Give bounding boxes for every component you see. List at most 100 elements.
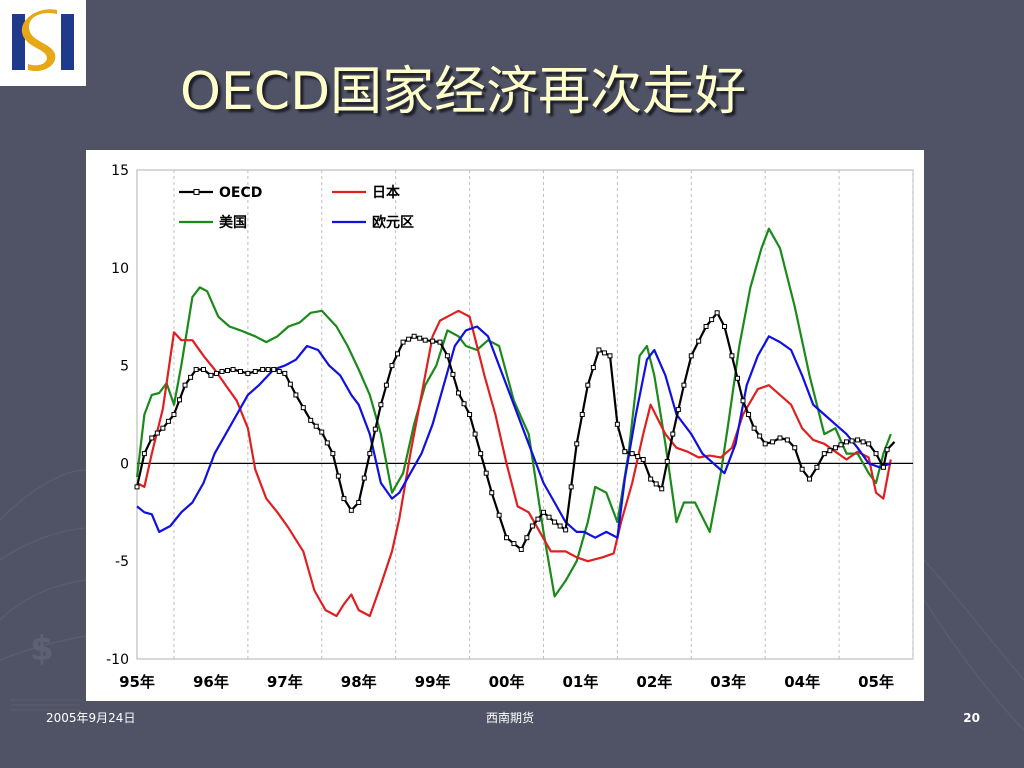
oecd-marker: [450, 371, 456, 377]
oecd-marker: [271, 367, 277, 373]
oecd-marker: [287, 381, 293, 387]
oecd-marker: [590, 365, 596, 371]
oecd-marker: [276, 368, 282, 374]
oecd-marker: [629, 451, 635, 457]
oecd-marker: [784, 437, 790, 443]
oecd-marker: [814, 464, 820, 470]
oecd-marker: [860, 439, 866, 445]
y-tick-label: 10: [111, 261, 129, 277]
page-number: 20: [963, 711, 980, 725]
oecd-marker: [511, 541, 517, 547]
oecd-marker: [601, 350, 607, 356]
oecd-marker: [461, 401, 467, 407]
series-line-1: [136, 309, 892, 618]
oecd-marker: [535, 516, 541, 522]
oecd-marker: [367, 451, 373, 457]
y-tick-label: 0: [120, 456, 129, 472]
oecd-marker: [529, 523, 535, 529]
company-s-logo-icon: [12, 9, 74, 72]
svg-text:$: $: [30, 629, 54, 669]
oecd-marker: [406, 336, 412, 342]
oecd-marker: [134, 484, 140, 490]
oecd-marker: [563, 527, 569, 533]
oecd-marker: [201, 367, 207, 373]
oecd-marker: [821, 451, 827, 457]
y-tick-label: 15: [111, 163, 129, 179]
oecd-marker: [478, 451, 484, 457]
oecd-marker: [437, 339, 443, 345]
oecd-marker: [746, 412, 752, 417]
oecd-marker: [552, 519, 558, 525]
slide-title: OECD国家经济再次走好: [180, 62, 747, 122]
oecd-marker: [230, 367, 236, 373]
oecd-marker: [395, 351, 401, 357]
oecd-marker: [245, 370, 251, 376]
x-tick-label: 99年: [415, 673, 451, 691]
series-line-0: [135, 311, 896, 551]
oecd-marker: [757, 433, 763, 439]
oecd-marker: [335, 473, 341, 479]
oecd-marker: [740, 398, 746, 404]
x-tick-label: 05年: [858, 673, 894, 691]
oecd-marker: [622, 449, 628, 455]
oecd-marker: [260, 367, 266, 373]
oecd-marker: [378, 402, 384, 408]
oecd-marker: [770, 439, 776, 445]
oecd-marker: [383, 382, 389, 388]
oecd-marker: [670, 431, 676, 437]
oecd-marker: [313, 423, 319, 429]
footer-company: 西南期货: [485, 711, 534, 725]
x-tick-label: 03年: [710, 673, 746, 691]
oecd-marker: [182, 382, 188, 388]
oecd-marker: [762, 441, 768, 447]
oecd-marker: [777, 435, 783, 441]
oecd-marker: [540, 509, 546, 515]
oecd-marker: [849, 438, 855, 444]
oecd-marker: [252, 368, 258, 374]
oecd-marker: [792, 445, 798, 451]
oecd-marker: [635, 454, 641, 460]
oecd-marker: [444, 353, 450, 359]
oecd-marker: [455, 390, 461, 396]
oecd-marker: [866, 441, 872, 447]
series-line-2: [135, 227, 892, 598]
company-logo: [0, 0, 86, 86]
series-line-3: [136, 325, 892, 539]
footer-date: 2005年9月24日: [46, 711, 136, 725]
oecd-marker: [348, 507, 354, 513]
oecd-marker: [873, 451, 879, 457]
plot-area-frame: [136, 169, 914, 660]
oecd-marker: [341, 496, 347, 502]
oecd-marker: [722, 323, 728, 329]
oecd-marker: [300, 405, 306, 411]
oecd-marker: [171, 412, 177, 417]
line-chart: 15 10 5 0 -5 -10 95年 96年 97年 98年 99年 00年 01年 02年 03年 04…: [106, 163, 914, 691]
oecd-marker: [389, 363, 395, 369]
oecd-marker: [659, 486, 665, 492]
oecd-marker: [225, 367, 231, 373]
oecd-marker: [237, 368, 243, 374]
oecd-marker: [729, 353, 735, 359]
oecd-marker: [411, 333, 417, 339]
oecd-marker: [372, 426, 378, 432]
oecd-marker: [193, 367, 199, 373]
oecd-marker: [843, 439, 849, 445]
oecd-marker: [648, 476, 654, 482]
x-tick-label: 02年: [636, 673, 672, 691]
oecd-marker: [165, 418, 171, 424]
oecd-marker: [141, 451, 147, 457]
oecd-marker: [734, 375, 740, 381]
oecd-marker: [213, 370, 219, 376]
oecd-marker: [154, 430, 160, 436]
oecd-marker: [496, 512, 502, 518]
oecd-marker: [400, 339, 406, 345]
oecd-marker: [208, 372, 214, 378]
oecd-marker: [557, 523, 563, 529]
oecd-marker: [149, 435, 155, 441]
oecd-marker: [568, 484, 574, 490]
oecd-marker: [489, 490, 495, 496]
oecd-marker: [356, 500, 362, 506]
x-tick-label: 96年: [193, 673, 229, 691]
oecd-marker: [422, 337, 428, 343]
